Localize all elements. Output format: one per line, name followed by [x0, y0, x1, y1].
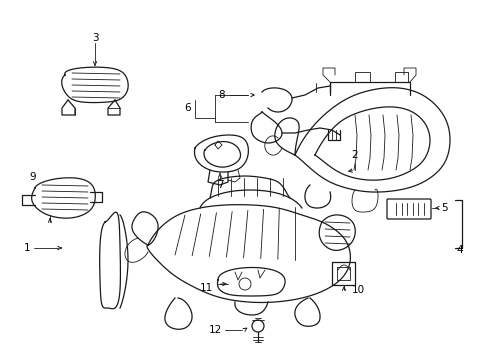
Text: 3: 3: [92, 33, 98, 43]
Text: 12: 12: [208, 325, 221, 335]
Text: 2: 2: [351, 150, 358, 160]
Text: 8: 8: [218, 90, 225, 100]
FancyBboxPatch shape: [386, 199, 430, 219]
Text: 9: 9: [30, 172, 36, 182]
Text: 1: 1: [23, 243, 30, 253]
Text: 10: 10: [351, 285, 364, 295]
Text: 6: 6: [184, 103, 191, 113]
Text: 4: 4: [456, 245, 462, 255]
Text: 11: 11: [199, 283, 213, 293]
Text: 5: 5: [441, 203, 447, 213]
Text: 7: 7: [216, 180, 223, 190]
